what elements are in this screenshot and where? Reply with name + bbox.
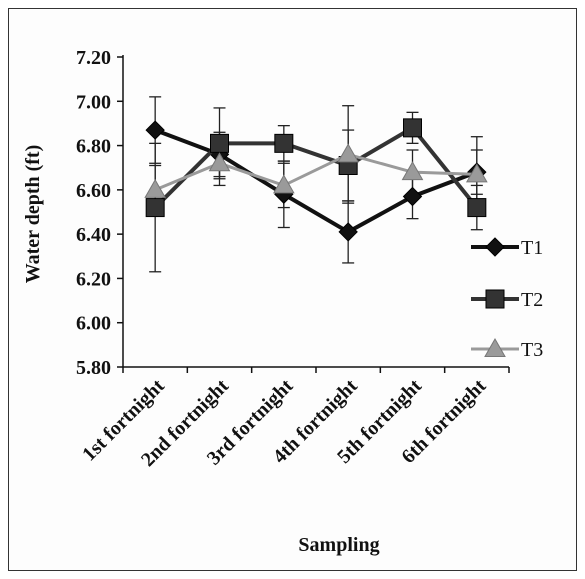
data-point xyxy=(272,174,295,194)
data-point xyxy=(338,222,358,242)
data-point xyxy=(484,337,506,357)
y-tick-label: 6.80 xyxy=(76,136,111,158)
data-point xyxy=(401,161,424,181)
data-point xyxy=(208,152,231,172)
legend-label: T2 xyxy=(521,289,543,311)
y-axis-label: Water depth (ft) xyxy=(22,145,44,284)
y-tick-label: 6.00 xyxy=(76,313,111,335)
data-point xyxy=(337,143,360,163)
y-tick-label: 6.40 xyxy=(76,224,111,246)
y-tick-label: 7.20 xyxy=(76,47,111,69)
legend-label: T3 xyxy=(521,339,543,361)
data-point xyxy=(467,198,487,218)
data-point xyxy=(145,198,165,218)
series-line-t2 xyxy=(153,125,479,209)
x-axis-label: Sampling xyxy=(298,534,379,556)
data-point xyxy=(144,178,167,198)
chart-frame: 5.80 6.00 6.20 6.40 6.60 6.80 7.00 7.20 1st fort… xyxy=(8,8,577,571)
data-point xyxy=(403,118,422,138)
data-point xyxy=(145,120,165,140)
series-layer xyxy=(144,96,488,273)
data-point xyxy=(485,289,505,309)
y-tick-label: 6.20 xyxy=(76,268,111,290)
y-tick-label: 7.00 xyxy=(76,91,111,113)
legend: T1 T2 T3 xyxy=(471,237,543,361)
y-tick-label: 5.80 xyxy=(76,357,111,379)
data-point xyxy=(274,133,294,153)
y-tick-label: 6.60 xyxy=(76,180,111,202)
data-point xyxy=(485,237,505,257)
data-point xyxy=(210,133,229,153)
series-line-t1 xyxy=(154,128,478,235)
data-point xyxy=(402,186,423,207)
series-line-t3 xyxy=(154,152,477,192)
legend-label: T1 xyxy=(521,237,543,259)
data-point xyxy=(465,163,488,183)
